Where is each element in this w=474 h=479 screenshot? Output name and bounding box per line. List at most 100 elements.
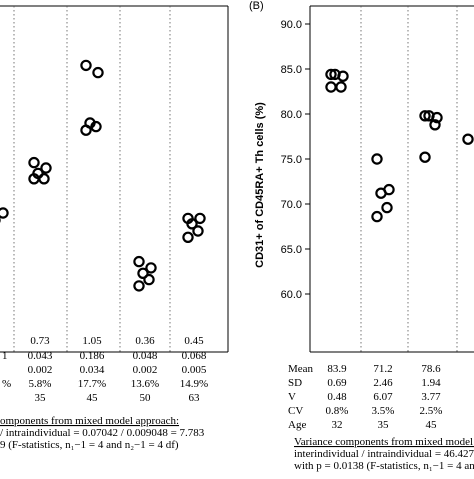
stats-cell: 2.5% (420, 405, 443, 417)
stats-cell: 0.048 (133, 350, 158, 362)
data-point (186, 218, 198, 230)
panel-b-notes: Variance components from mixed model ain… (294, 436, 474, 472)
data-point (462, 133, 474, 145)
stats-cell: 50 (140, 392, 152, 404)
note-line: Variance components from mixed model a (294, 436, 474, 448)
stats-cell: 0.002 (28, 364, 53, 376)
panel-a-stats-table: 0.73 1.05 0.36 0.45 1 0.043 0.186 0.048 0.068 0.0… (2, 335, 208, 404)
stats-cell: 1.05 (82, 335, 102, 347)
y-tick-label: 70.0 (281, 199, 302, 211)
data-point (325, 68, 337, 81)
data-point (419, 151, 431, 163)
stats-cell: 45 (426, 419, 438, 431)
data-point (371, 210, 383, 223)
data-point (371, 153, 383, 165)
y-tick-label: 65.0 (281, 244, 302, 256)
note-line: interindividual / intraindividual = 46.4… (294, 448, 474, 460)
stats-cell: 0.36 (135, 335, 155, 347)
stats-cell: % (2, 378, 11, 390)
data-point (80, 59, 92, 72)
stats-cell: 0.005 (182, 364, 207, 376)
data-point (325, 81, 337, 93)
stats-cell: 1 (2, 350, 8, 362)
data-point (40, 162, 52, 174)
panel-b-y-ticks: 60.0 65.0 70.0 75.0 80.0 85.0 90.0 (281, 19, 310, 301)
y-tick-label: 85.0 (281, 64, 302, 76)
data-point (192, 225, 204, 237)
stats-row-label: V (288, 391, 296, 403)
data-point (335, 81, 347, 93)
panel-b-points (325, 68, 474, 223)
stats-cell: 0.45 (184, 335, 204, 347)
stats-cell: 6.07 (373, 391, 393, 403)
data-point (182, 231, 194, 243)
data-point (137, 267, 149, 279)
stats-cell: 0.068 (182, 350, 207, 362)
note-line: / intraindividual = 0.07042 / 0.009048 =… (0, 427, 205, 439)
data-point (28, 173, 40, 185)
stats-cell: 2.46 (373, 377, 393, 389)
stats-cell: 0.002 (133, 364, 158, 376)
stats-cell: 3.77 (421, 391, 441, 403)
stats-cell: 71.2 (373, 363, 392, 375)
data-point (429, 119, 441, 131)
panel-a: 0.73 1.05 0.36 0.45 1 0.043 0.186 0.048 0.068 0.0… (0, 5, 229, 451)
data-point (194, 212, 206, 225)
data-point (145, 262, 157, 274)
panel-a-notes: omponents from mixed model approach:/ in… (0, 415, 205, 451)
data-point (329, 68, 341, 81)
y-tick-label: 90.0 (281, 19, 302, 31)
stats-cell: 0.69 (327, 377, 347, 389)
data-point (375, 187, 387, 199)
stats-cell: 35 (378, 419, 390, 431)
stats-row-label: SD (288, 377, 302, 389)
stats-cell: 5.8% (29, 378, 52, 390)
data-point (38, 173, 50, 185)
stats-cell: 78.6 (421, 363, 441, 375)
panel-b-y-axis-label: CD31+ of CD45RA+ Th cells (%) (254, 102, 266, 268)
stats-cell: 0.48 (327, 391, 347, 403)
stats-cell: 14.9% (180, 378, 208, 390)
y-tick-label: 60.0 (281, 289, 302, 301)
data-point (0, 207, 9, 219)
stats-row-label: CV (288, 405, 303, 417)
stats-cell: 83.9 (327, 363, 347, 375)
data-point (92, 66, 104, 79)
stats-cell: 32 (332, 419, 343, 431)
stats-cell: 0.034 (80, 364, 105, 376)
panel-b-stats-table: Mean SD V CV Age 83.9 71.2 78.6 0.69 2.46 1.94 0.48… (288, 363, 442, 431)
note-line: 9 (F-statistics, n₁−1 = 4 and n₂−1 = 4 d… (0, 439, 179, 451)
stats-cell: 0.186 (80, 350, 105, 362)
data-point (90, 120, 102, 133)
panel-b-group-dividers (360, 6, 458, 352)
stats-cell: 13.6% (131, 378, 159, 390)
stats-cell: 0.043 (28, 350, 53, 362)
stats-cell: 1.94 (421, 377, 441, 389)
stats-cell: 45 (87, 392, 99, 404)
data-point (143, 273, 155, 286)
y-tick-label: 75.0 (281, 154, 302, 166)
panel-b: (B) CD31+ of CD45RA+ Th cells (%) 60.0 65… (249, 0, 474, 472)
data-point (419, 110, 431, 122)
data-point (133, 280, 145, 292)
stats-cell: 0.8% (326, 405, 349, 417)
note-line: omponents from mixed model approach: (0, 415, 179, 427)
data-point (133, 255, 145, 268)
y-tick-label: 80.0 (281, 109, 302, 121)
stats-cell: 63 (189, 392, 201, 404)
panel-a-group-dividers (13, 6, 171, 352)
note-line: with p = 0.0138 (F-statistics, n₁−1 = 4 … (294, 460, 474, 472)
data-point (423, 110, 435, 122)
data-point (80, 124, 92, 136)
data-point (28, 156, 40, 169)
stats-cell: 17.7% (78, 378, 106, 390)
stats-row-label: Age (288, 419, 306, 431)
stats-row-label: Mean (288, 363, 314, 375)
stats-cell: 3.5% (372, 405, 395, 417)
panel-b-tag: (B) (249, 0, 264, 12)
data-point (381, 201, 393, 214)
stats-cell: 35 (35, 392, 47, 404)
stats-cell: 0.73 (30, 335, 50, 347)
